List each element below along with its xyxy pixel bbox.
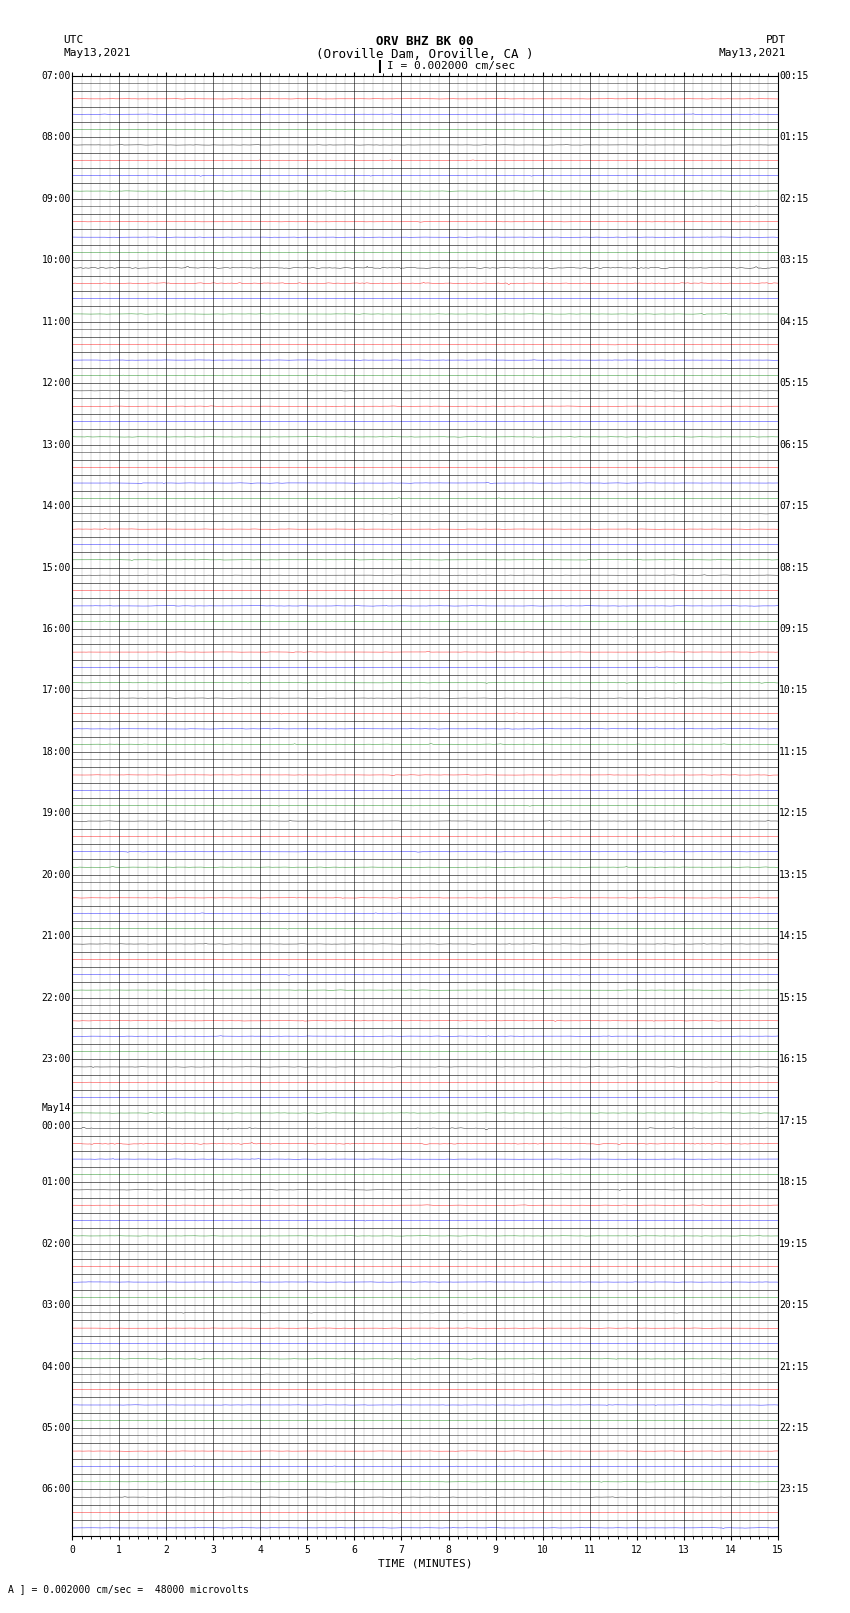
Text: 10:00: 10:00 [42,255,71,265]
Text: 05:00: 05:00 [42,1423,71,1432]
Text: 12:00: 12:00 [42,377,71,389]
Text: 16:00: 16:00 [42,624,71,634]
Text: A ] = 0.002000 cm/sec =  48000 microvolts: A ] = 0.002000 cm/sec = 48000 microvolts [8,1584,249,1594]
Text: PDT: PDT [766,35,786,45]
Text: 20:00: 20:00 [42,869,71,879]
Text: 11:00: 11:00 [42,316,71,327]
Text: I = 0.002000 cm/sec: I = 0.002000 cm/sec [387,61,515,71]
Text: ORV BHZ BK 00: ORV BHZ BK 00 [377,35,473,48]
Text: 05:15: 05:15 [779,377,808,389]
Text: 07:15: 07:15 [779,502,808,511]
Text: 19:00: 19:00 [42,808,71,818]
Text: May13,2021: May13,2021 [719,48,786,58]
Text: 23:15: 23:15 [779,1484,808,1495]
Text: 11:15: 11:15 [779,747,808,756]
Text: 07:00: 07:00 [42,71,71,81]
Text: 13:00: 13:00 [42,440,71,450]
Text: 17:15: 17:15 [779,1116,808,1126]
Text: 04:15: 04:15 [779,316,808,327]
Text: 14:00: 14:00 [42,502,71,511]
X-axis label: TIME (MINUTES): TIME (MINUTES) [377,1558,473,1569]
Text: 09:15: 09:15 [779,624,808,634]
Text: 03:00: 03:00 [42,1300,71,1310]
Text: (Oroville Dam, Oroville, CA ): (Oroville Dam, Oroville, CA ) [316,48,534,61]
Text: 22:00: 22:00 [42,992,71,1003]
Text: May13,2021: May13,2021 [64,48,131,58]
Text: 02:15: 02:15 [779,194,808,203]
Text: May14: May14 [42,1103,71,1113]
Text: 22:15: 22:15 [779,1423,808,1432]
Text: 08:15: 08:15 [779,563,808,573]
Text: 21:00: 21:00 [42,931,71,942]
Text: 17:00: 17:00 [42,686,71,695]
Text: 09:00: 09:00 [42,194,71,203]
Text: 00:00: 00:00 [42,1121,71,1131]
Text: 06:15: 06:15 [779,440,808,450]
Text: 19:15: 19:15 [779,1239,808,1248]
Text: 14:15: 14:15 [779,931,808,942]
Text: 08:00: 08:00 [42,132,71,142]
Text: 01:00: 01:00 [42,1177,71,1187]
Text: 04:00: 04:00 [42,1361,71,1371]
Text: 10:15: 10:15 [779,686,808,695]
Text: 16:15: 16:15 [779,1055,808,1065]
Text: 06:00: 06:00 [42,1484,71,1495]
Text: 23:00: 23:00 [42,1055,71,1065]
Text: 20:15: 20:15 [779,1300,808,1310]
Text: 18:00: 18:00 [42,747,71,756]
Text: 13:15: 13:15 [779,869,808,879]
Text: 18:15: 18:15 [779,1177,808,1187]
Text: 02:00: 02:00 [42,1239,71,1248]
Text: 03:15: 03:15 [779,255,808,265]
Text: 01:15: 01:15 [779,132,808,142]
Text: 21:15: 21:15 [779,1361,808,1371]
Text: UTC: UTC [64,35,84,45]
Text: 12:15: 12:15 [779,808,808,818]
Text: 15:15: 15:15 [779,992,808,1003]
Text: 00:15: 00:15 [779,71,808,81]
Text: 15:00: 15:00 [42,563,71,573]
